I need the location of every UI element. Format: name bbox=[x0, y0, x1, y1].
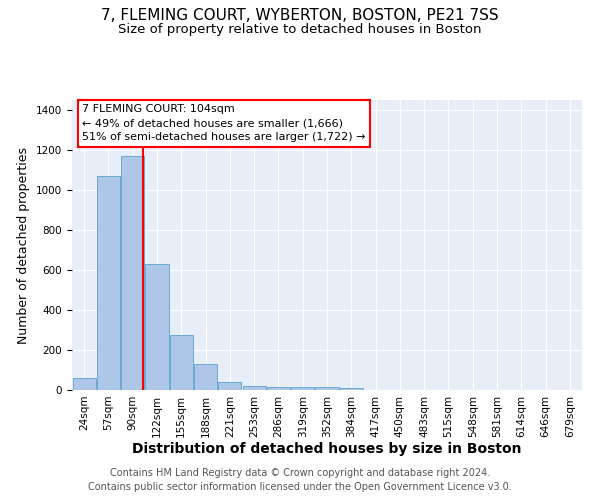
Bar bbox=[340, 388, 363, 390]
Bar bbox=[121, 156, 144, 390]
Bar bbox=[316, 387, 338, 390]
Bar bbox=[73, 378, 95, 390]
Bar bbox=[242, 386, 266, 390]
Bar bbox=[145, 264, 169, 390]
Bar bbox=[218, 382, 241, 390]
Text: Distribution of detached houses by size in Boston: Distribution of detached houses by size … bbox=[132, 442, 522, 456]
Text: Size of property relative to detached houses in Boston: Size of property relative to detached ho… bbox=[118, 22, 482, 36]
Text: Contains HM Land Registry data © Crown copyright and database right 2024.
Contai: Contains HM Land Registry data © Crown c… bbox=[88, 468, 512, 492]
Bar bbox=[97, 176, 120, 390]
Bar bbox=[267, 387, 290, 390]
Bar bbox=[170, 335, 193, 390]
Bar bbox=[194, 364, 217, 390]
Text: 7, FLEMING COURT, WYBERTON, BOSTON, PE21 7SS: 7, FLEMING COURT, WYBERTON, BOSTON, PE21… bbox=[101, 8, 499, 22]
Y-axis label: Number of detached properties: Number of detached properties bbox=[17, 146, 31, 344]
Text: 7 FLEMING COURT: 104sqm
← 49% of detached houses are smaller (1,666)
51% of semi: 7 FLEMING COURT: 104sqm ← 49% of detache… bbox=[82, 104, 366, 142]
Bar bbox=[291, 387, 314, 390]
